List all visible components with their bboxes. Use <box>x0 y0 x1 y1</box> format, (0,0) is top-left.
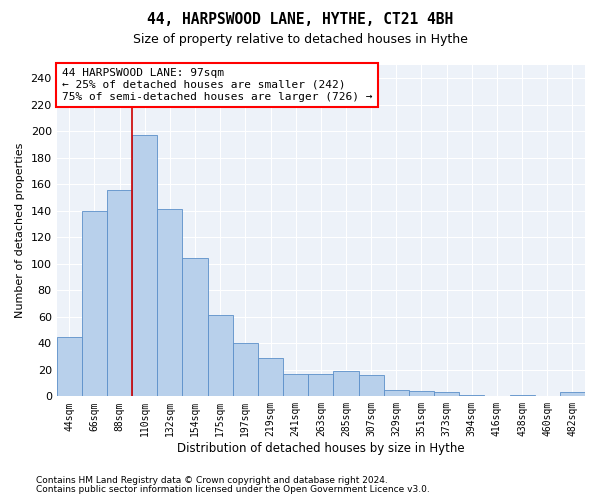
Bar <box>233 344 258 396</box>
Text: Size of property relative to detached houses in Hythe: Size of property relative to detached ho… <box>133 32 467 46</box>
Bar <box>308 374 334 396</box>
Y-axis label: Number of detached properties: Number of detached properties <box>15 143 25 318</box>
Text: Contains public sector information licensed under the Open Government Licence v3: Contains public sector information licen… <box>36 485 430 494</box>
Bar <box>384 390 409 396</box>
Bar <box>132 135 157 396</box>
Text: Contains HM Land Registry data © Crown copyright and database right 2024.: Contains HM Land Registry data © Crown c… <box>36 476 388 485</box>
Bar <box>409 391 434 396</box>
Bar <box>157 210 182 396</box>
Bar <box>459 395 484 396</box>
Bar <box>283 374 308 396</box>
Bar <box>182 258 208 396</box>
Text: 44, HARPSWOOD LANE, HYTHE, CT21 4BH: 44, HARPSWOOD LANE, HYTHE, CT21 4BH <box>147 12 453 28</box>
X-axis label: Distribution of detached houses by size in Hythe: Distribution of detached houses by size … <box>177 442 464 455</box>
Bar <box>56 336 82 396</box>
Bar <box>560 392 585 396</box>
Bar <box>82 211 107 396</box>
Bar <box>434 392 459 396</box>
Text: 44 HARPSWOOD LANE: 97sqm
← 25% of detached houses are smaller (242)
75% of semi-: 44 HARPSWOOD LANE: 97sqm ← 25% of detach… <box>62 68 373 102</box>
Bar <box>107 190 132 396</box>
Bar <box>208 316 233 396</box>
Bar <box>258 358 283 397</box>
Bar <box>359 375 384 396</box>
Bar <box>334 371 359 396</box>
Bar <box>509 395 535 396</box>
